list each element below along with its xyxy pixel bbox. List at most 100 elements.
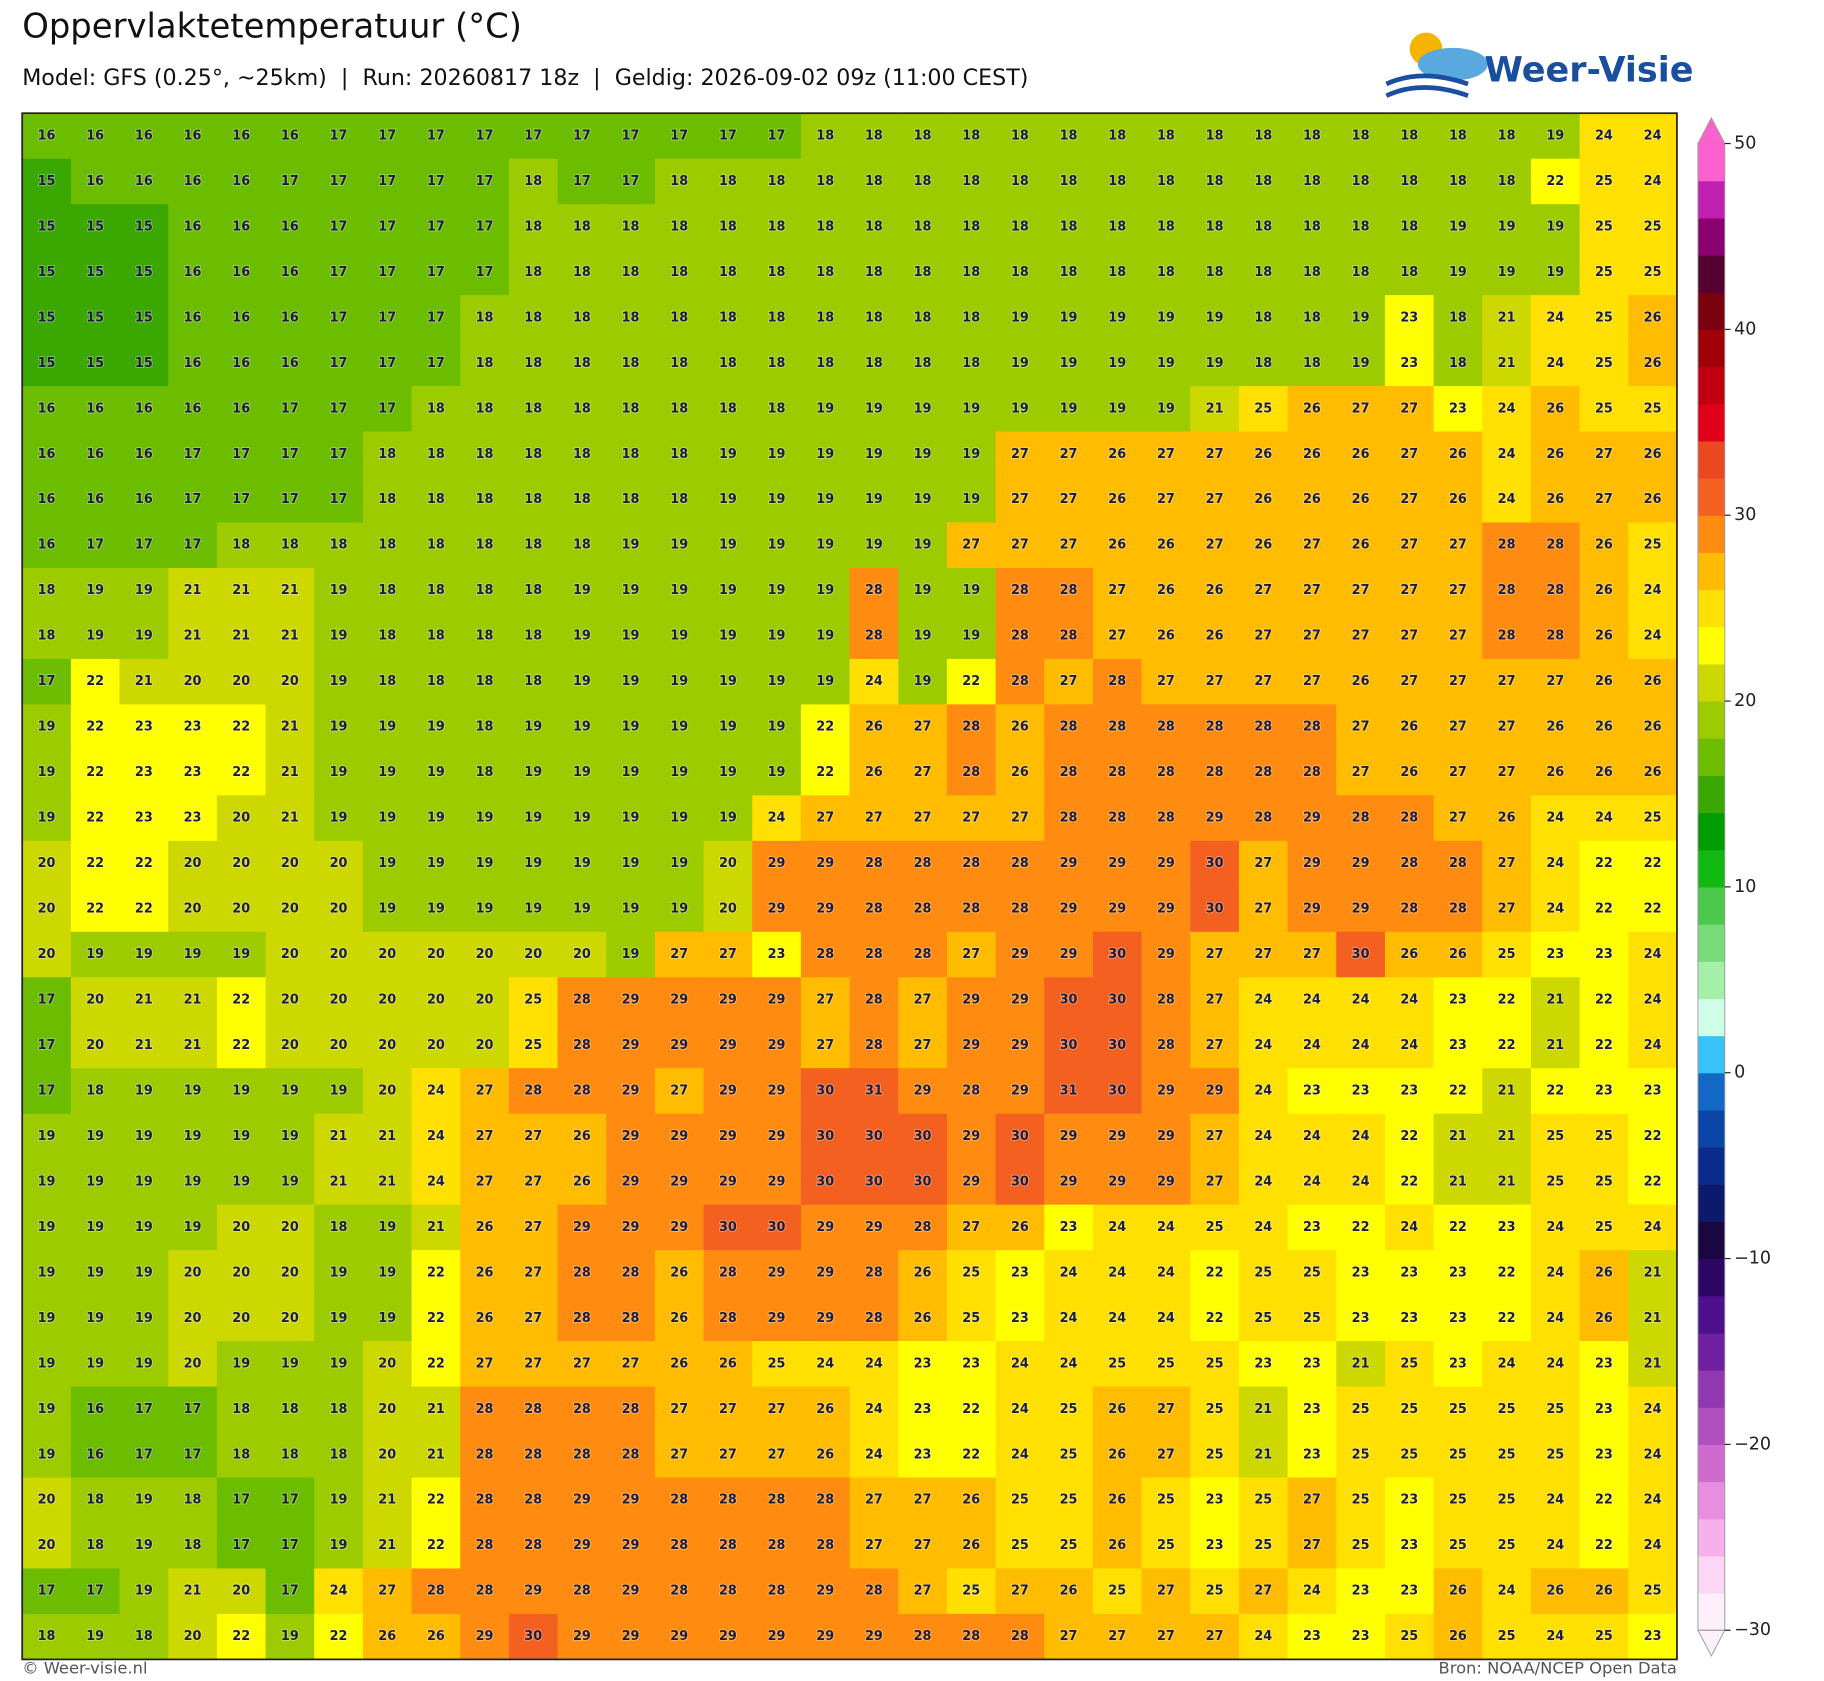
temperature-label: 24 [1352, 992, 1370, 1007]
temperature-cell [557, 386, 607, 433]
temperature-label: 23 [1449, 1311, 1467, 1326]
temperature-label: 18 [573, 401, 591, 416]
temperature-label: 28 [573, 1311, 591, 1326]
temperature-cell [508, 522, 559, 569]
temperature-label: 27 [865, 811, 883, 826]
temperature-label: 24 [1352, 1038, 1370, 1053]
temperature-cell [606, 158, 656, 205]
temperature-label: 18 [232, 1447, 250, 1462]
temperature-label: 28 [962, 856, 980, 871]
temperature-cell [703, 386, 753, 433]
colorbar-band [1697, 924, 1725, 962]
temperature-cell [849, 795, 899, 842]
temperature-label: 18 [1108, 265, 1126, 280]
temperature-label: 22 [86, 856, 104, 871]
temperature-label: 18 [1303, 128, 1321, 143]
temperature-label: 17 [281, 1538, 299, 1553]
temperature-label: 19 [232, 1129, 250, 1144]
temperature-label: 28 [1254, 811, 1272, 826]
temperature-cell [898, 886, 948, 933]
temperature-label: 27 [914, 1493, 932, 1508]
temperature-label: 18 [1206, 128, 1224, 143]
temperature-label: 18 [1157, 219, 1175, 234]
temperature-label: 18 [1498, 174, 1516, 189]
temperature-cell [1482, 749, 1532, 796]
temperature-label: 23 [1352, 1584, 1370, 1599]
temperature-cell [1141, 795, 1191, 842]
temperature-label: 18 [670, 219, 688, 234]
temperature-cell [752, 795, 802, 842]
temperature-label: 29 [768, 902, 786, 917]
temperature-label: 22 [232, 720, 250, 735]
temperature-label: 18 [962, 219, 980, 234]
temperature-cell [1482, 704, 1532, 751]
temperature-label: 29 [573, 1538, 591, 1553]
temperature-cell [119, 113, 169, 160]
temperature-label: 24 [1303, 1174, 1321, 1189]
temperature-label: 22 [1595, 856, 1613, 871]
temperature-label: 16 [184, 219, 202, 234]
temperature-cell [1287, 204, 1337, 251]
temperature-label: 28 [573, 1402, 591, 1417]
temperature-label: 21 [1644, 1265, 1662, 1280]
temperature-label: 28 [719, 1311, 737, 1326]
temperature-label: 27 [1206, 674, 1224, 689]
temperature-label: 25 [1546, 1447, 1564, 1462]
temperature-label: 19 [670, 811, 688, 826]
temperature-label: 18 [816, 128, 834, 143]
temperature-label: 25 [1254, 401, 1272, 416]
temperature-label: 18 [1400, 174, 1418, 189]
temperature-label: 24 [1157, 1220, 1175, 1235]
temperature-label: 19 [38, 1447, 56, 1462]
temperature-cell [1433, 340, 1483, 387]
temperature-label: 19 [86, 1174, 104, 1189]
temperature-label: 24 [1303, 1584, 1321, 1599]
temperature-cell [1530, 931, 1581, 978]
temperature-cell [557, 249, 607, 296]
temperature-label: 17 [330, 401, 348, 416]
temperature-label: 28 [1060, 629, 1078, 644]
temperature-label: 27 [1157, 674, 1175, 689]
temperature-cell [216, 886, 267, 933]
temperature-label: 20 [232, 902, 250, 917]
temperature-label: 26 [1595, 538, 1613, 553]
temperature-label: 30 [1206, 856, 1224, 871]
temperature-label: 20 [281, 674, 299, 689]
temperature-cell [1628, 477, 1678, 524]
temperature-cell [849, 295, 899, 342]
temperature-cell [1287, 977, 1337, 1024]
temperature-label: 24 [1303, 1038, 1321, 1053]
temperature-label: 22 [1400, 1129, 1418, 1144]
temperature-label: 20 [378, 1083, 396, 1098]
temperature-label: 26 [378, 1629, 396, 1644]
temperature-label: 25 [1400, 1356, 1418, 1371]
temperature-label: 18 [1011, 128, 1029, 143]
temperature-label: 25 [1157, 1493, 1175, 1508]
temperature-cell [1141, 477, 1191, 524]
temperature-label: 19 [865, 492, 883, 507]
temperature-cell [946, 658, 997, 705]
temperature-label: 24 [1644, 1402, 1662, 1417]
temperature-label: 16 [86, 447, 104, 462]
temperature-cell [70, 749, 121, 796]
temperature-cell [995, 795, 1045, 842]
temperature-cell [70, 886, 121, 933]
temperature-label: 16 [86, 1402, 104, 1417]
colorbar-tick-label: 50 [1734, 134, 1756, 154]
temperature-cell [1336, 749, 1386, 796]
temperature-label: 24 [865, 674, 883, 689]
temperature-cell [1287, 931, 1337, 978]
temperature-label: 18 [1449, 310, 1467, 325]
temperature-label: 15 [135, 219, 153, 234]
temperature-cell [168, 522, 218, 569]
temperature-label: 28 [1157, 720, 1175, 735]
temperature-label: 31 [1060, 1083, 1078, 1098]
colorbar-band [1697, 961, 1725, 999]
temperature-cell [168, 249, 218, 296]
temperature-label: 20 [427, 1038, 445, 1053]
colorbar-band [1697, 1444, 1725, 1483]
temperature-label: 25 [1498, 1538, 1516, 1553]
temperature-label: 23 [1400, 1083, 1418, 1098]
temperature-cell [1628, 840, 1678, 887]
